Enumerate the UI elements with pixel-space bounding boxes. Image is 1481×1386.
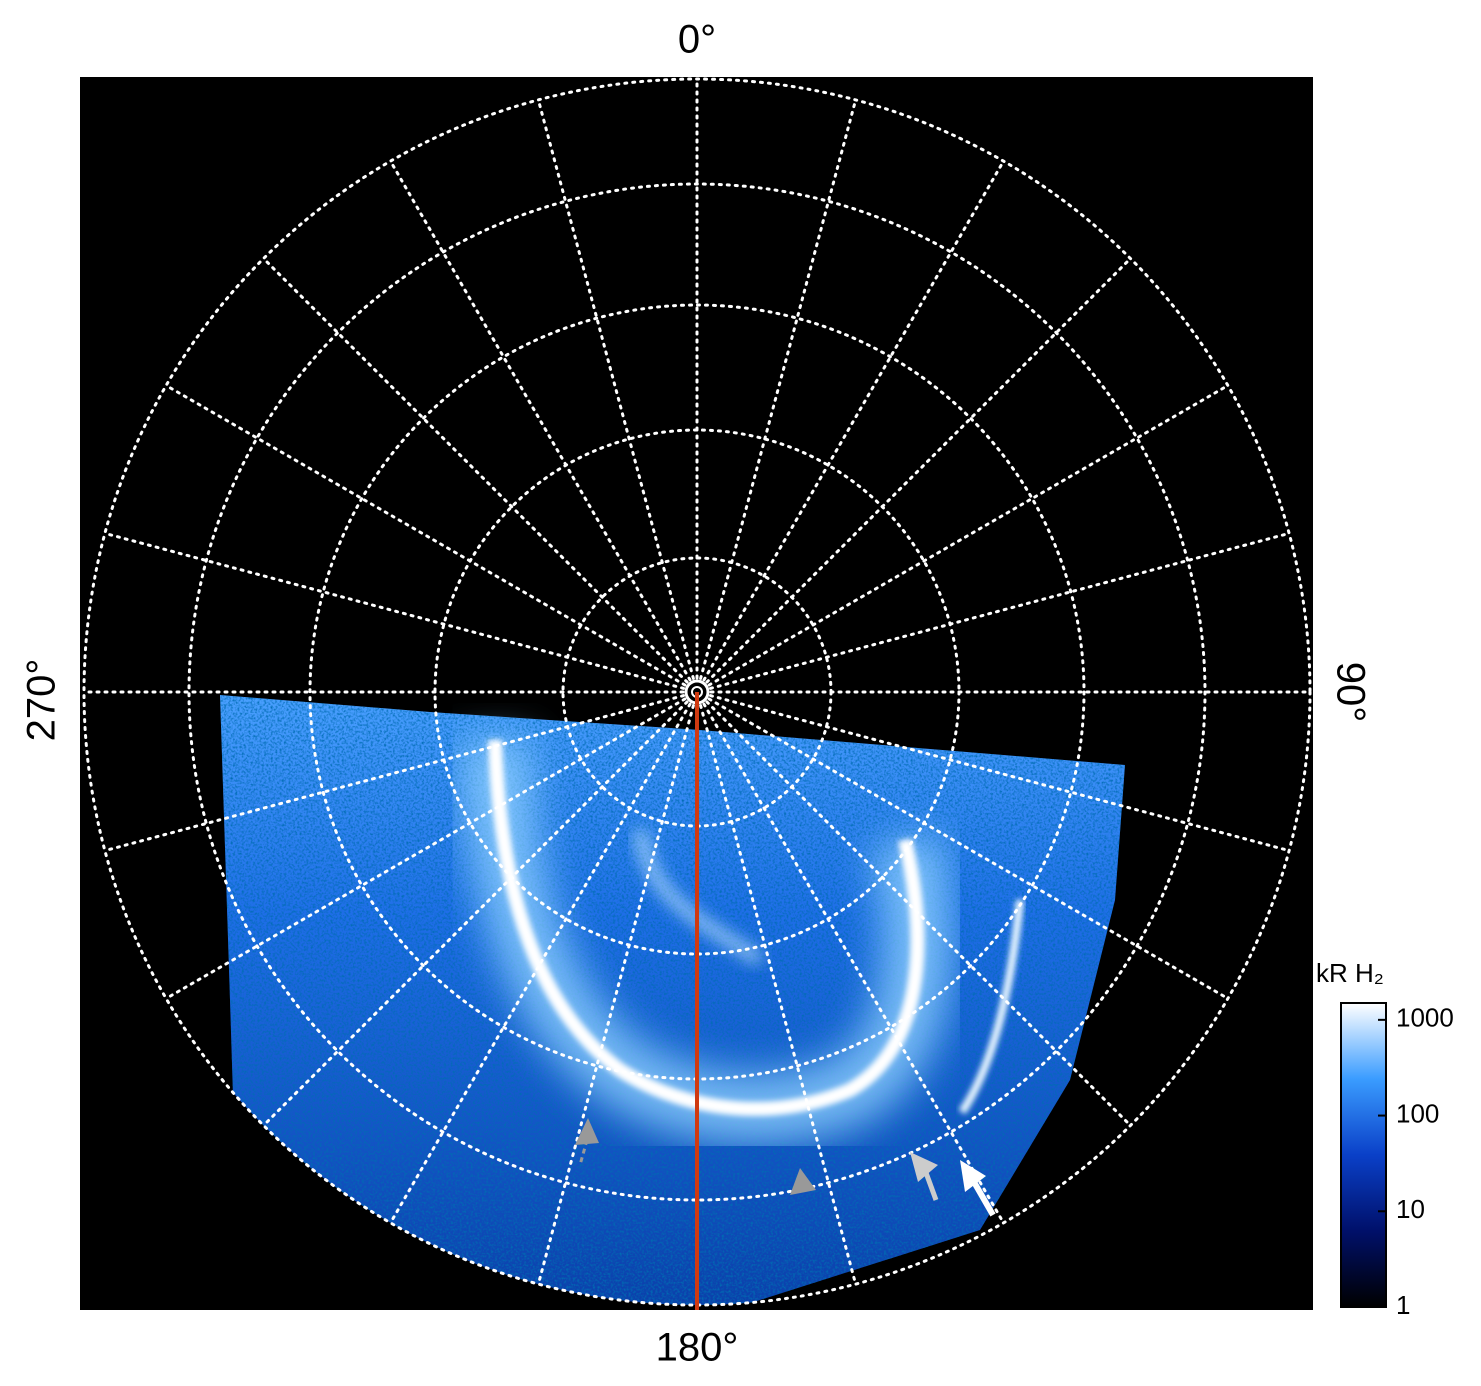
grid-line — [699, 704, 858, 1286]
grid-line — [709, 531, 1291, 690]
grid-line — [705, 700, 1132, 1127]
grid-line — [164, 697, 687, 1000]
grid-line — [262, 700, 689, 1127]
colorbar-gradient — [1340, 1002, 1387, 1308]
colorbar-tick-label: 100 — [1396, 1098, 1439, 1128]
grid-line — [707, 697, 1230, 1000]
grid-line — [699, 98, 858, 680]
grid-line — [702, 702, 1005, 1225]
grid-line — [536, 98, 695, 680]
colorbar: kR H₂ 1 10 100 1000 — [1316, 958, 1454, 1320]
map-panel — [80, 77, 1313, 1310]
grid-line — [536, 704, 695, 1286]
grid-line — [164, 384, 687, 687]
direction-label: 180° — [656, 1326, 739, 1370]
colorbar-tick-label: 10 — [1396, 1194, 1425, 1224]
grid-line — [103, 531, 685, 690]
colorbar-tick-label: 1000 — [1396, 1003, 1454, 1033]
grid-line — [705, 257, 1132, 684]
colorbar-title: kR H₂ — [1316, 958, 1384, 988]
grid-line — [709, 694, 1291, 853]
grid-line — [262, 257, 689, 684]
grid-line — [389, 702, 692, 1225]
aurora-image — [220, 695, 1125, 1305]
direction-label: 270° — [20, 659, 64, 742]
grid-line — [389, 159, 692, 682]
direction-label: 0° — [678, 18, 716, 62]
colorbar-tick-label: 1 — [1396, 1290, 1410, 1320]
grid-line — [103, 694, 685, 853]
direction-label: 90° — [1328, 662, 1372, 723]
grid-line — [702, 159, 1005, 682]
grid-line — [707, 384, 1230, 687]
arrows — [575, 1118, 996, 1217]
